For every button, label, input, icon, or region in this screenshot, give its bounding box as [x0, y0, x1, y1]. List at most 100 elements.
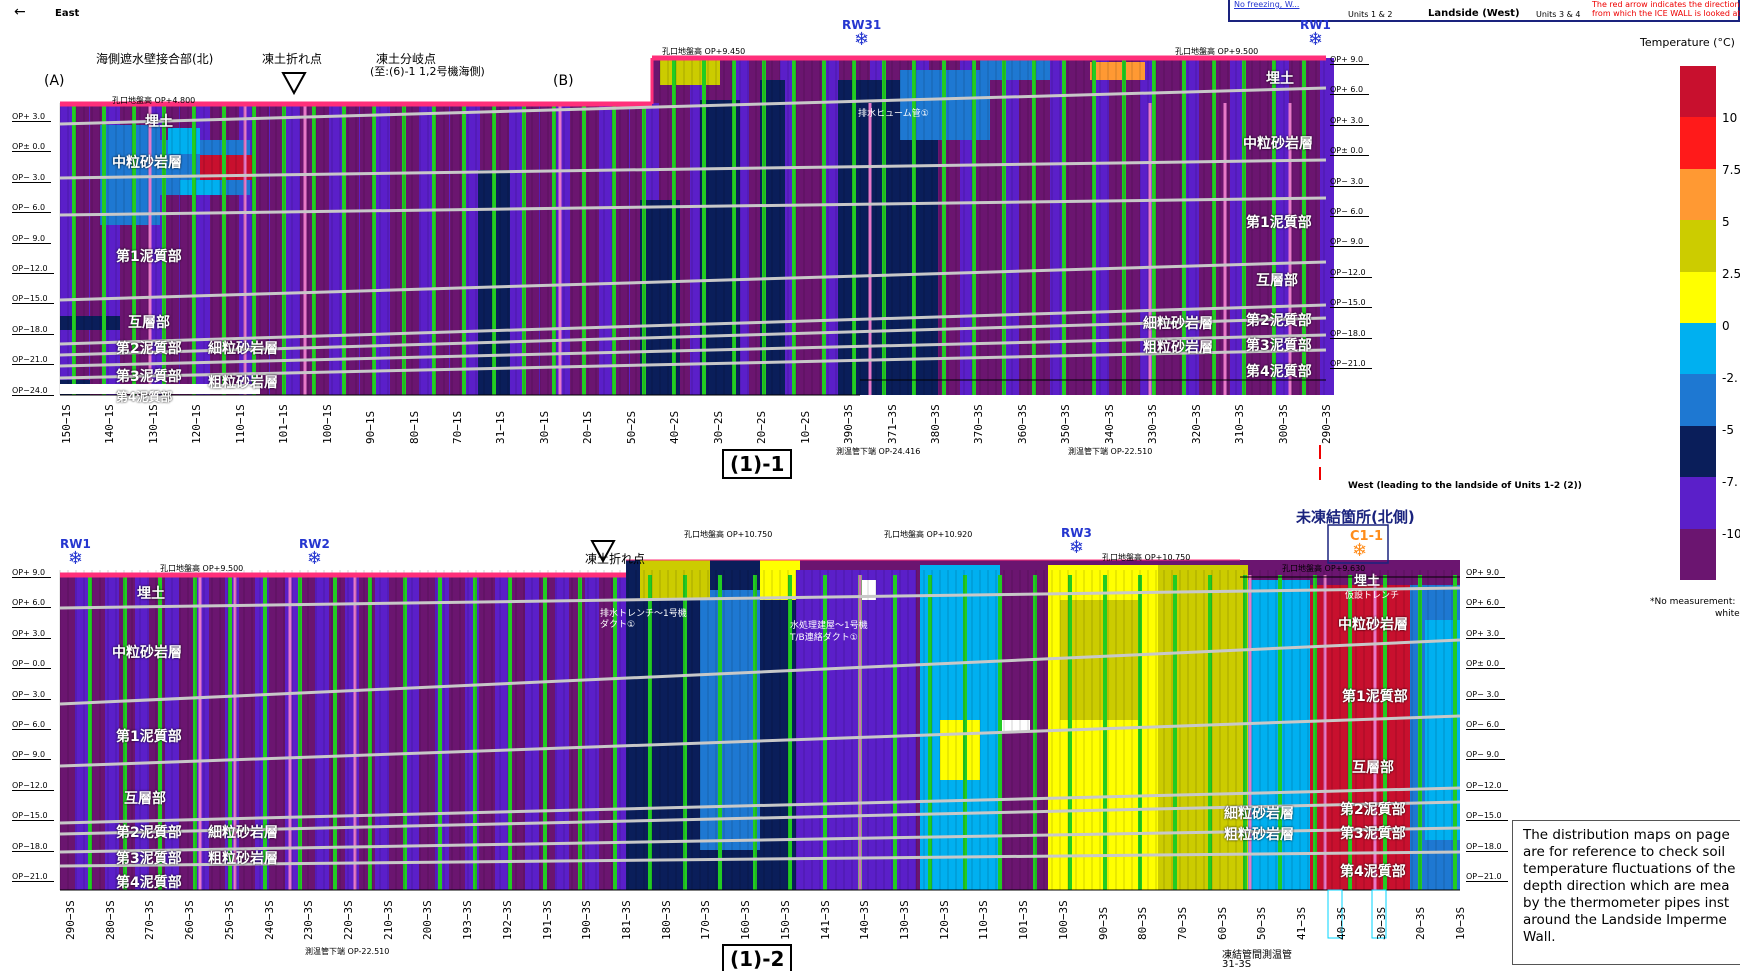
layer-mud-3-left: 第3泥質部 [116, 369, 182, 385]
layer-boundary [59, 316, 1327, 357]
column-cell [300, 575, 314, 890]
depth-label-right: OP− 3.0 [1466, 689, 1506, 700]
layer-coarse-sand-left: 粗粒砂岩層 [208, 375, 278, 391]
column-cell [825, 58, 839, 395]
rw1-label-bottom: RW1 [60, 537, 91, 551]
layer-boundary [59, 638, 1461, 706]
rw1-marker-top: RW1 ❄ [1300, 18, 1331, 50]
depth-label-left: OP+ 9.0 [12, 568, 52, 578]
ground-elevation-p2-4: 孔口地盤高 OP+10.750 [1102, 553, 1191, 562]
layer-coarse-sand-p2r: 粗粒砂岩層 [1224, 827, 1294, 843]
layer-fill-p2r: 埋土 [1354, 574, 1381, 589]
column-cell [1260, 58, 1274, 395]
column-cell [1320, 58, 1334, 395]
hole-label: 230−3S [302, 900, 316, 940]
column-cell [270, 575, 284, 890]
red-arrow-note-2: from which the ICE WALL is looked at. [1592, 9, 1740, 18]
hole-label: 120−3S [937, 900, 951, 940]
column-cell [1050, 58, 1064, 395]
panel-1: (A) (B) 海側遮水壁接合部(北) 凍土折れ点 凍土分岐点 (至:(6)-1… [0, 0, 1740, 480]
rw1-label-top: RW1 [1300, 18, 1331, 32]
column-cell [345, 103, 359, 395]
legend-tick: 7.5 [1722, 163, 1740, 177]
ground-elevation-3: 孔口地盤高 OP+9.500 [1175, 47, 1259, 56]
depth-label-right: OP−15.0 [1330, 298, 1372, 309]
column-cell [60, 575, 74, 890]
legend-swatch [1680, 374, 1716, 426]
column-cell [360, 103, 374, 395]
pipe-bottom-p2: 測温管下端 OP-22.510 [305, 947, 390, 956]
column-cell [795, 58, 809, 395]
rw3-label: RW3 [1061, 526, 1092, 540]
column-cell [1305, 58, 1319, 395]
depth-label-left: OP−24.0 [12, 385, 54, 396]
snowflake-icon: ❄ [306, 548, 322, 569]
column-cell [810, 58, 824, 395]
depth-label-right: OP−18.0 [1466, 841, 1508, 852]
layer-boundary [59, 86, 1327, 126]
pipe-bottom-2: 測温管下端 OP-22.510 [1068, 447, 1153, 456]
cold-patch [180, 180, 220, 195]
rw1-marker-bottom: RW1 ❄ [60, 537, 91, 568]
ground-elevation-p2-2: 孔口地盤高 OP+10.750 [684, 530, 773, 539]
layer-boundary [59, 303, 1327, 346]
column-cell [510, 103, 524, 395]
column-cell [210, 575, 224, 890]
hole-label: 101−3S [1017, 900, 1031, 940]
column-cell [525, 103, 539, 395]
legend-swatch [1680, 477, 1716, 529]
no-freezing-label: No freezing, W... [1234, 0, 1300, 9]
column-cell [135, 575, 149, 890]
depth-label-right: OP−12.0 [1466, 780, 1508, 791]
unfrozen-box [1327, 524, 1389, 564]
no-measurement-cell [1000, 720, 1030, 732]
duct-label-1b: ダクト① [600, 620, 636, 630]
layer-boundary [59, 786, 1461, 825]
depth-label-left: OP+ 3.0 [12, 112, 52, 122]
hole-label: 20−3S [1414, 906, 1428, 940]
legend-tick: -10 [1722, 527, 1740, 541]
column-cell [1185, 58, 1199, 395]
section-label-2: (1)-2 [722, 944, 793, 971]
column-cell [1200, 58, 1214, 395]
layer-boundary [59, 260, 1327, 302]
key-box: No freezing, W... Units 1 & 2 Landside (… [1228, 0, 1740, 22]
hole-label: 280−3S [103, 900, 117, 940]
layer-boundary [59, 826, 1461, 854]
column-cell [420, 103, 434, 395]
column-cell [315, 575, 329, 890]
depth-label-right: OP−21.0 [1466, 872, 1508, 882]
column-cell [90, 575, 104, 890]
depth-label-right: OP−21.0 [1330, 359, 1372, 369]
depth-label-left: OP−18.0 [12, 324, 54, 335]
column-cell [615, 103, 629, 395]
layer-mud-2-right: 第2泥質部 [1246, 313, 1312, 329]
snowflake-icon: ❄ [1307, 29, 1323, 50]
layer-mud-3-p2r: 第3泥質部 [1340, 826, 1406, 842]
hole-label: 180−3S [659, 900, 673, 940]
layer-boundary [59, 800, 1461, 836]
layer-boundary [59, 196, 1327, 217]
panel-1-heatmap [59, 55, 1334, 480]
hole-label: 190−3S [580, 900, 594, 940]
back-arrow-icon[interactable]: ← [14, 4, 26, 20]
west-direction-note: West (leading to the landside of Units 1… [1348, 481, 1582, 491]
legend-tick: 5 [1722, 215, 1730, 229]
temp-trench-label: 仮設トレンチ [1345, 591, 1400, 601]
legend-swatch [1680, 528, 1716, 580]
hole-label: 260−3S [183, 900, 197, 940]
layer-alternation-left: 互層部 [128, 315, 170, 331]
layer-medium-sand-p2: 中粒砂岩層 [112, 645, 182, 661]
column-cell [1275, 58, 1289, 395]
hole-label: 170−3S [699, 900, 713, 940]
layer-fill-1: 埋土 [145, 114, 173, 130]
duct-label-2b: T/B連絡ダクト① [790, 633, 858, 643]
hole-label: 160−3S [739, 900, 753, 940]
depth-label-right: OP+ 3.0 [1466, 628, 1506, 639]
depth-label-left: OP− 9.0 [12, 750, 52, 761]
depth-label-left: OP+ 3.0 [12, 628, 52, 639]
column-cell [585, 103, 599, 395]
depth-label-left: OP− 9.0 [12, 233, 52, 244]
highlight-box [1371, 889, 1387, 939]
hole-label: 50−3S [1255, 906, 1269, 940]
